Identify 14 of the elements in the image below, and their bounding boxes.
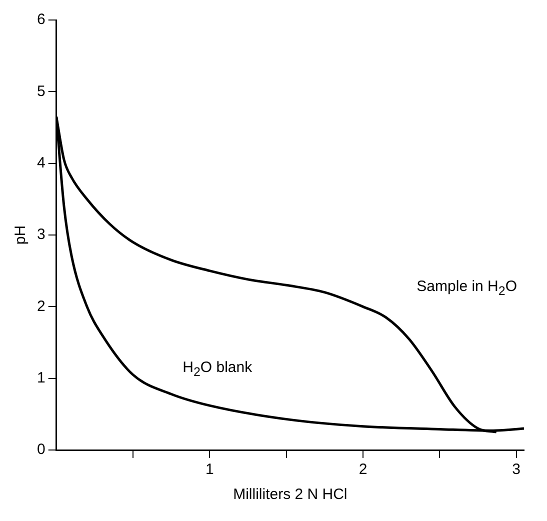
y-tick-label: 3: [37, 226, 46, 244]
x-tick-label: 1: [206, 461, 214, 478]
y-tick-label: 1: [37, 369, 46, 386]
x-tick-label: 2: [358, 461, 368, 478]
annotation: Sample in H$_{2}$O: [416, 278, 517, 300]
y-tick-label: 5: [37, 82, 46, 100]
y-tick-label: 6: [37, 11, 46, 28]
x-tick-label: 3: [512, 461, 521, 478]
y-tick-label: 4: [37, 154, 46, 172]
x-axis-title: Milliliters 2 N HCl: [233, 486, 348, 504]
y-tick-label: 0: [37, 441, 46, 458]
y-axis-title: pH: [12, 225, 30, 245]
y-tick-label: 2: [37, 298, 46, 315]
annotation: H$_{2}$O blank: [182, 359, 252, 382]
